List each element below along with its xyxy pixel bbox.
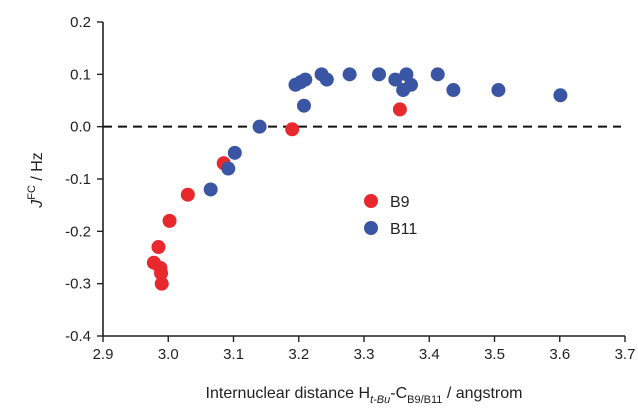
legend-label-b9: B9 (390, 194, 410, 211)
data-point-b9 (285, 122, 300, 137)
data-point-b11 (227, 145, 242, 160)
y-axis-title: JFC / Hz (26, 152, 46, 209)
x-tick-label: 3.1 (223, 346, 244, 363)
data-point-b9 (180, 187, 195, 202)
y-tick-label: 0.1 (70, 66, 91, 83)
x-tick-label: 3.4 (419, 346, 440, 363)
data-point-b11 (296, 98, 311, 113)
y-tick-label: -0.4 (65, 328, 91, 345)
x-tick-label: 3.2 (288, 346, 309, 363)
y-tick-label: -0.3 (65, 276, 91, 293)
data-point-b11 (298, 72, 313, 87)
data-point-b11 (491, 83, 506, 98)
x-tick-label: 3.0 (158, 346, 179, 363)
data-point-b11 (399, 67, 414, 82)
legend-marker-b11 (364, 221, 378, 235)
data-point-b9 (392, 102, 407, 117)
x-axis-title: Internuclear distance Ht-Bu-CB9/B11 / an… (206, 385, 523, 406)
y-tick-label: -0.2 (65, 223, 91, 240)
data-point-b11 (252, 119, 267, 134)
legend: B9 B11 (364, 194, 417, 238)
y-tick-label: 0.0 (70, 119, 91, 136)
y-tick-label: 0.2 (70, 14, 91, 31)
data-point-b11 (430, 67, 445, 82)
data-point-b11 (203, 182, 218, 197)
x-tick-label: 3.5 (484, 346, 505, 363)
data-point-b9 (154, 266, 169, 281)
data-point-b11 (319, 72, 334, 87)
x-tick-label: 3.6 (549, 346, 570, 363)
legend-label-b11: B11 (390, 221, 417, 238)
x-tick-label: 2.9 (93, 346, 114, 363)
data-point-b11 (221, 161, 236, 176)
data-point-b9 (154, 276, 169, 291)
legend-marker-b9 (364, 194, 378, 208)
y-tick-label: -0.1 (65, 171, 91, 188)
x-tick-label: 3.3 (354, 346, 375, 363)
data-point-b9 (162, 213, 177, 228)
data-point-b11 (372, 67, 387, 82)
data-point-b9 (151, 240, 166, 255)
data-point-b11 (446, 83, 461, 98)
x-tick-label: 3.7 (615, 346, 636, 363)
data-point-b11 (342, 67, 357, 82)
data-point-b11 (553, 88, 568, 103)
data-point-b11 (403, 77, 418, 92)
data-point-b11 (388, 72, 403, 87)
